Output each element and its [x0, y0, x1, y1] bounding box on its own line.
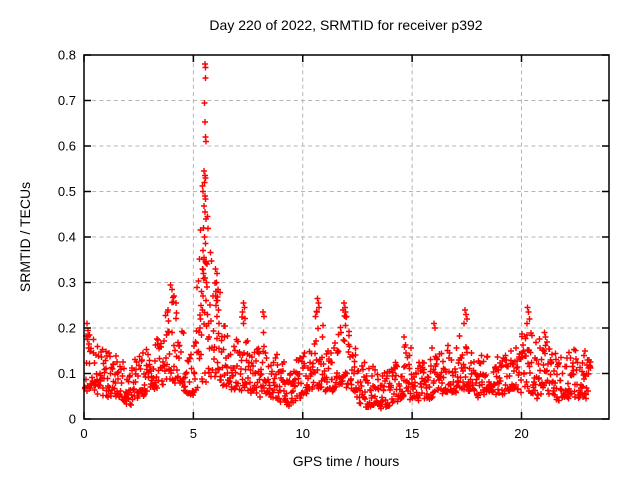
x-tick-label: 15 [405, 426, 419, 441]
y-tick-label: 0.8 [58, 48, 76, 63]
scatter-points [82, 61, 594, 412]
x-axis-label: GPS time / hours [292, 453, 400, 469]
chart-title: Day 220 of 2022, SRMTID for receiver p39… [209, 17, 483, 33]
y-tick-label: 0 [69, 412, 76, 427]
x-tick-label: 10 [296, 426, 310, 441]
y-tick-label: 0.6 [58, 139, 76, 154]
y-tick-label: 0.5 [58, 184, 76, 199]
y-tick-label: 0.7 [58, 93, 76, 108]
x-tick-label: 5 [190, 426, 197, 441]
x-tick-label: 0 [80, 426, 87, 441]
y-tick-label: 0.3 [58, 275, 76, 290]
y-tick-label: 0.1 [58, 366, 76, 381]
y-tick-label: 0.4 [58, 230, 76, 245]
x-tick-label: 20 [514, 426, 528, 441]
y-tick-label: 0.2 [58, 321, 76, 336]
y-axis-label: SRMTID / TECUs [17, 181, 33, 293]
